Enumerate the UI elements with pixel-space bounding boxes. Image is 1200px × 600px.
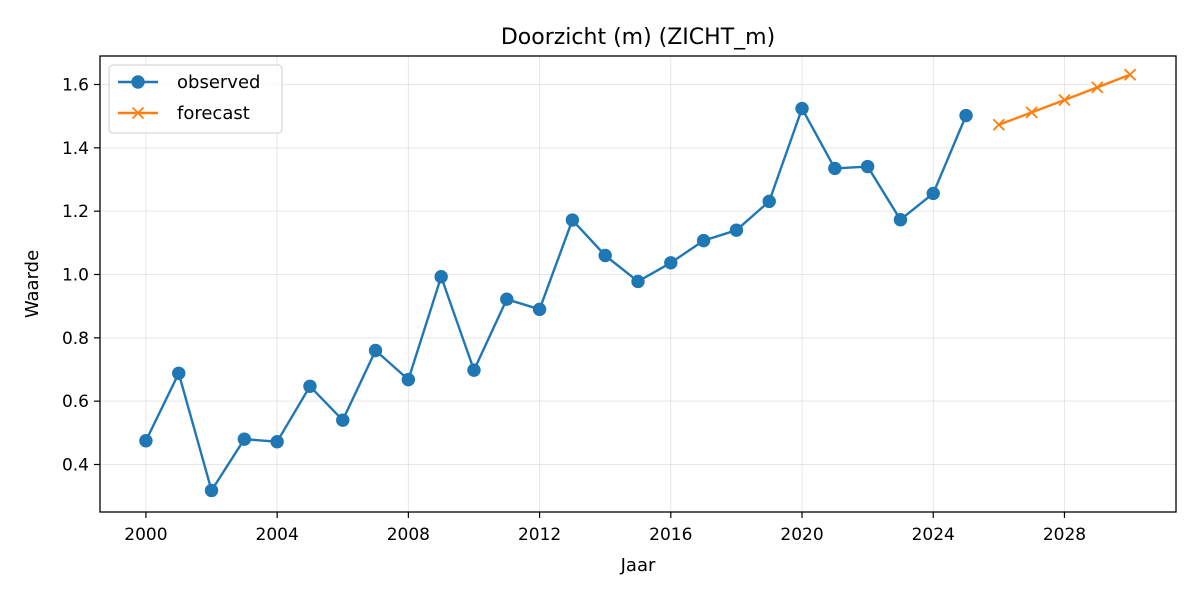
observed-point [434,270,448,284]
observed-point [500,292,514,306]
chart-title: Doorzicht (m) (ZICHT_m) [501,25,775,50]
x-tick-label: 2016 [649,525,692,545]
observed-line [144,107,968,492]
observed-point [139,434,153,448]
legend: observed forecast [108,64,283,134]
observed-point [204,483,219,498]
forecast-point [1091,81,1104,94]
y-tick-label: 0.6 [62,392,89,412]
x-tick-label: 2028 [1043,525,1086,545]
observed-point [336,413,350,427]
grid [100,56,1176,512]
observed-point [795,101,809,116]
legend-label: forecast [177,103,250,124]
observed-point [893,213,908,227]
y-tick-label: 1.2 [62,202,89,222]
observed-point [598,248,612,263]
forecast-point [992,118,1005,131]
x-axis-ticks: 2000 2004 2008 2012 2016 2020 2024 2028 [124,512,1086,545]
x-tick-label: 2012 [518,525,561,545]
legend-marker [131,75,145,89]
series-forecast [992,68,1137,131]
series-observed [139,101,973,498]
x-tick-label: 2024 [912,525,955,545]
legend-item-observed: observed [118,72,260,93]
observed-point [565,213,580,227]
plot-series [139,68,1137,498]
observed-point [959,108,973,123]
x-tick-label: 2020 [780,525,823,545]
x-tick-label: 2008 [387,525,430,545]
observed-point [172,366,186,380]
plot-frame [99,55,1177,513]
y-tick-label: 0.4 [62,456,89,476]
y-axis-label: Waarde [22,250,43,318]
x-tick-label: 2000 [124,525,167,545]
legend-item-forecast: forecast [118,103,250,124]
y-axis-ticks: 0.4 0.6 0.8 1.0 1.2 1.4 1.6 [62,76,100,476]
observed-point [401,372,416,387]
observed-point [926,186,940,201]
legend-label: observed [177,72,260,93]
observed-point [532,302,547,317]
observed-point [828,161,842,176]
observed-point [762,194,776,209]
observed-point [270,435,284,449]
y-tick-label: 0.8 [62,329,89,349]
observed-point [467,363,481,377]
observed-point [696,233,711,248]
forecast-point [1025,106,1038,119]
observed-point [303,379,317,393]
y-tick-label: 1.6 [62,76,89,96]
observed-point [237,432,252,446]
observed-point [860,159,875,174]
legend-marker [131,106,145,120]
observed-point [729,223,744,237]
x-tick-label: 2004 [256,525,299,545]
x-axis-label: Jaar [620,555,656,576]
y-tick-label: 1.4 [62,139,89,159]
y-tick-label: 1.0 [62,266,89,286]
forecast-point [1058,93,1071,107]
observed-point [664,256,678,270]
observed-point [631,274,645,289]
forecast-point [1123,68,1137,81]
observed-point [368,343,383,358]
